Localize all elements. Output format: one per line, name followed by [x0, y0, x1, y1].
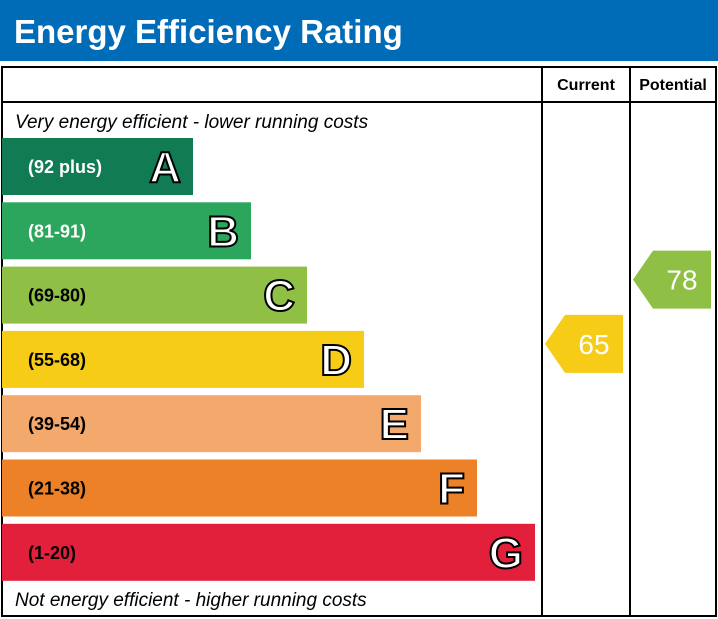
band-letter: C	[263, 272, 295, 321]
potential-rating-arrow-value: 78	[666, 265, 697, 296]
top-note: Very energy efficient - lower running co…	[15, 112, 369, 133]
band-range-label: (21-38)	[28, 479, 86, 499]
band-letter: F	[438, 465, 465, 514]
band-range-label: (55-68)	[28, 350, 86, 370]
band-d: (55-68) D	[2, 330, 364, 388]
chart-title: Energy Efficiency Rating	[14, 13, 403, 50]
bottom-note: Not energy efficient - higher running co…	[15, 590, 367, 611]
band-letter: B	[207, 207, 239, 256]
band-bar-g	[2, 523, 535, 581]
band-bar-c	[2, 266, 307, 324]
band-bar-a	[2, 138, 193, 195]
current-rating-arrow-shape	[545, 314, 623, 373]
band-g: (1-20) G	[2, 523, 535, 581]
potential-rating-arrow-shape	[633, 250, 711, 309]
column-header-current: Current	[557, 77, 615, 94]
current-rating-arrow: 65	[545, 314, 623, 373]
band-a: (92 plus) A	[2, 138, 193, 195]
band-bar-f	[2, 459, 477, 517]
band-bar-b	[2, 202, 251, 260]
band-f: (21-38) F	[2, 459, 477, 517]
band-bar-e	[2, 395, 421, 453]
band-range-label: (39-54)	[28, 414, 86, 434]
band-letter: E	[380, 400, 409, 449]
band-range-label: (1-20)	[28, 543, 76, 563]
column-header-potential: Potential	[639, 77, 707, 94]
band-e: (39-54) E	[2, 395, 421, 453]
title-bar	[0, 0, 718, 61]
band-range-label: (92 plus)	[28, 157, 102, 177]
band-range-label: (69-80)	[28, 286, 86, 306]
band-b: (81-91) B	[2, 202, 251, 260]
band-letter: A	[149, 143, 181, 192]
potential-rating-arrow: 78	[633, 250, 711, 309]
band-c: (69-80) C	[2, 266, 307, 324]
current-rating-arrow-value: 65	[578, 329, 609, 360]
band-letter: D	[320, 336, 352, 385]
band-bar-d	[2, 330, 364, 388]
band-range-label: (81-91)	[28, 221, 86, 241]
band-letter: G	[489, 529, 523, 578]
